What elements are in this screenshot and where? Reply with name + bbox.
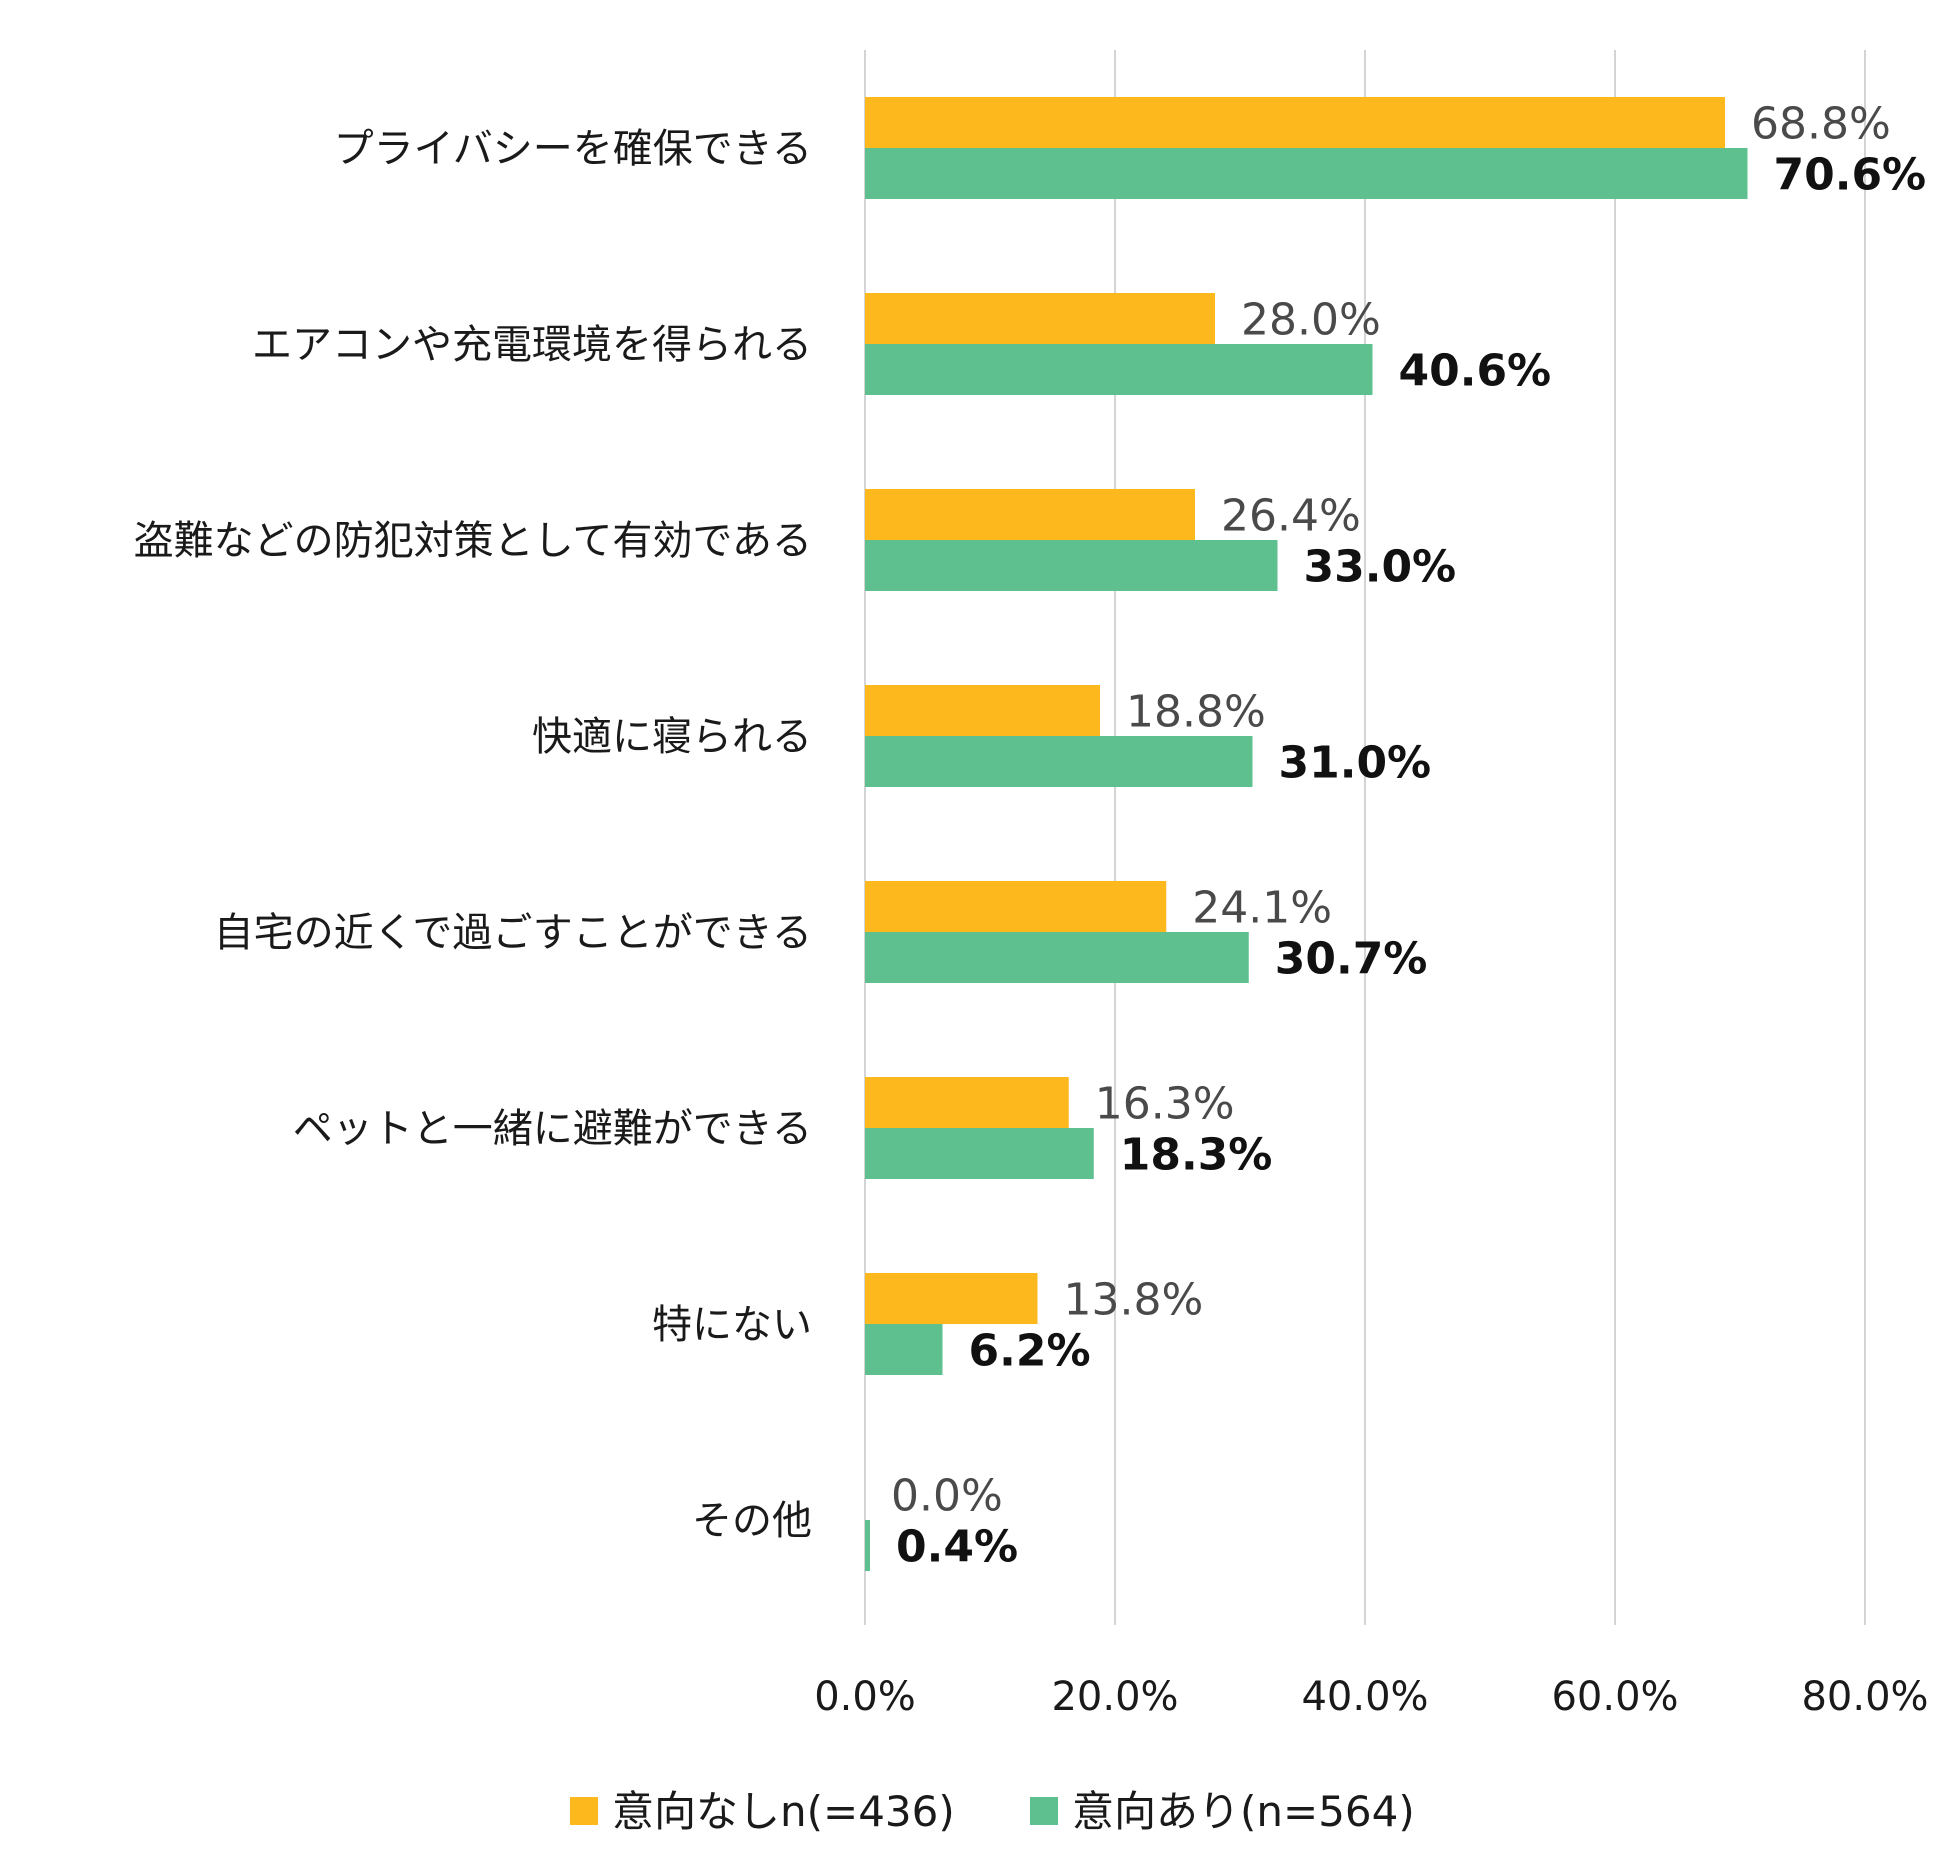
data-label-series-2: 33.0% — [1304, 542, 1457, 593]
data-label-series-1: 18.8% — [1126, 687, 1266, 738]
category-label: プライバシーを確保できる — [334, 126, 812, 172]
data-label-series-1: 13.8% — [1064, 1275, 1204, 1326]
x-tick-label: 0.0% — [814, 1674, 916, 1720]
data-label-series-1: 68.8% — [1751, 99, 1891, 150]
bar-series-2 — [865, 1324, 943, 1375]
bar-series-2 — [865, 540, 1278, 591]
data-label-series-2: 6.2% — [969, 1326, 1091, 1377]
bar-series-1 — [865, 881, 1167, 932]
bars — [865, 97, 1748, 1571]
data-label-series-2: 70.6% — [1774, 150, 1927, 201]
data-label-series-2: 40.6% — [1399, 346, 1552, 397]
bar-series-2 — [865, 344, 1373, 395]
bar-series-2 — [865, 1128, 1094, 1179]
value-labels: 68.8%70.6% 28.0% 40.6% 26.4%33.0% 18.8% 31.0%… — [891, 99, 1926, 1573]
data-label-series-1: 26.4% — [1221, 491, 1361, 542]
bar-series-1 — [865, 1273, 1038, 1324]
category-label: 特にない — [652, 1302, 812, 1348]
x-tick-label: 40.0% — [1301, 1674, 1428, 1720]
x-tick-label: 80.0% — [1801, 1674, 1928, 1720]
data-label-series-1: 16.3% — [1095, 1079, 1235, 1130]
bar-series-2 — [865, 1520, 870, 1571]
bar-series-1 — [865, 97, 1725, 148]
category-label: ペットと一緒に避難ができる — [293, 1106, 812, 1152]
category-label: 盗難などの防犯対策として有効である — [134, 518, 812, 564]
bar-series-2 — [865, 736, 1253, 787]
bar-series-1 — [865, 685, 1100, 736]
category-label: エアコンや充電環境を得られる — [252, 322, 812, 368]
category-label: その他 — [692, 1498, 812, 1544]
bar-series-2 — [865, 932, 1249, 983]
data-label-series-1: 28.0% — [1241, 295, 1381, 346]
legend-swatch-series-2 — [1030, 1797, 1058, 1825]
bar-series-1 — [865, 489, 1195, 540]
category-label: 快適に寝られる — [532, 714, 812, 760]
legend: 意向なしn(=436) 意向あり(n=564) — [570, 1787, 1415, 1836]
x-tick-label: 20.0% — [1051, 1674, 1178, 1720]
x-axis-tick-labels: 0.0% 20.0% 40.0% 60.0% 80.0% — [814, 1674, 1928, 1720]
category-labels: プライバシーを確保できるエアコンや充電環境を得られる盗難などの防犯対策として有効… — [134, 126, 812, 1544]
legend-label-series-1: 意向なしn(=436) — [612, 1787, 955, 1836]
data-label-series-2: 31.0% — [1279, 738, 1432, 789]
data-label-series-2: 30.7% — [1275, 934, 1428, 985]
data-label-series-2: 0.4% — [896, 1522, 1018, 1573]
bar-series-2 — [865, 148, 1748, 199]
x-tick-label: 60.0% — [1551, 1674, 1678, 1720]
category-label: 自宅の近くで過ごすことができる — [214, 910, 812, 956]
gridlines — [864, 50, 1866, 1625]
data-label-series-1: 0.0% — [891, 1471, 1003, 1522]
legend-swatch-series-1 — [570, 1797, 598, 1825]
bar-series-1 — [865, 293, 1215, 344]
data-label-series-1: 24.1% — [1192, 883, 1332, 934]
data-label-series-2: 18.3% — [1120, 1130, 1273, 1181]
bar-series-1 — [865, 1077, 1069, 1128]
legend-label-series-2: 意向あり(n=564) — [1072, 1787, 1415, 1836]
